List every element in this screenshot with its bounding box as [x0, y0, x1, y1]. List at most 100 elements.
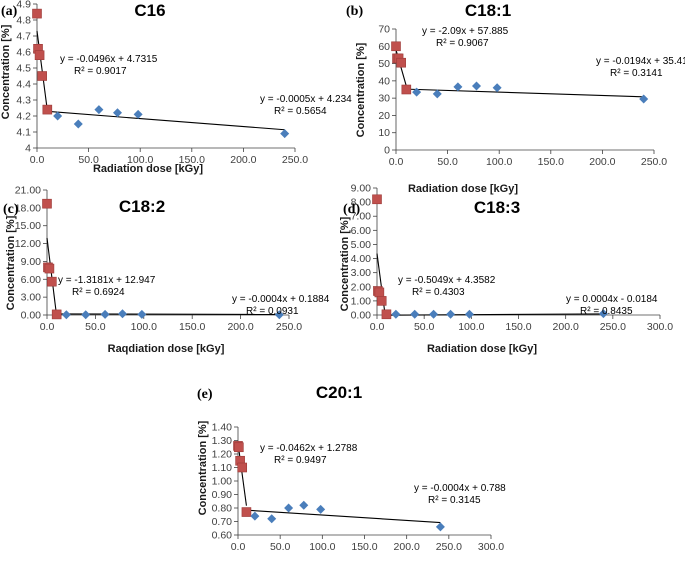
- x-tick-label: 150.0: [351, 541, 377, 553]
- data-point-square: [376, 296, 387, 306]
- trendline-equation: y = -0.0004x + 0.1884: [232, 294, 330, 305]
- y-tick-label: 4.6: [16, 47, 31, 59]
- x-tick-label: 100.0: [486, 156, 512, 168]
- trendline: [36, 30, 48, 111]
- y-tick-label: 1.20: [212, 449, 233, 461]
- data-point-diamond: [391, 309, 401, 319]
- data-point-diamond: [100, 309, 110, 319]
- y-tick-label: 5.00: [351, 239, 372, 251]
- y-tick-label: 2.00: [351, 281, 372, 293]
- chart-panel-1: 4 4.1 4.2 4.3 4.4 4.5 4.6 4.7 4.8 4.9 0.0 50.0 100.0…: [0, 0, 352, 175]
- x-tick-label: 0.0: [30, 154, 45, 166]
- x-tick-label: 250.0: [641, 156, 667, 168]
- data-point-diamond: [299, 500, 309, 510]
- y-tick-label: 4: [25, 143, 31, 155]
- y-tick-label: 70: [378, 24, 390, 36]
- y-tick-label: 3.00: [351, 267, 372, 279]
- y-tick-label: 4.2: [16, 111, 31, 123]
- y-tick-label: 3.00: [21, 292, 42, 304]
- y-tick-label: 9.00: [21, 256, 42, 268]
- chart-panel-4: 0.00 1.00 2.00 3.00 4.00 5.00 6.00 7.00 8.00 9.00…: [339, 183, 673, 356]
- x-tick-label: 0.0: [370, 321, 385, 333]
- data-point-diamond: [432, 89, 442, 99]
- x-tick-label: 200.0: [227, 321, 253, 333]
- chart-panel-2: 0 10 20 30 40 50 60 70 0.0 50.0 100.0 150.0 200.0 250…: [346, 1, 685, 195]
- data-point-square: [381, 309, 392, 320]
- y-axis-label: Concentration [%]: [0, 24, 12, 119]
- data-point-diamond: [453, 82, 463, 92]
- y-tick-label: 6.00: [351, 225, 372, 237]
- trendline-equation: y = -0.0005x + 4.234: [260, 94, 352, 105]
- data-point-diamond: [137, 309, 147, 319]
- data-point-diamond: [81, 310, 91, 320]
- chart-title: C18:3: [474, 198, 520, 217]
- x-axis-label: Radiation dose [kGy]: [408, 183, 518, 195]
- panel-label: (c): [3, 202, 19, 217]
- y-axis-label: Concentration [%]: [339, 216, 351, 311]
- trendline-r2: R² = 0.9067: [436, 38, 489, 49]
- trendline-equation: y = -0.0004x + 0.788: [414, 483, 506, 494]
- data-point-square: [374, 287, 385, 298]
- data-point-diamond: [429, 309, 439, 319]
- data-point-diamond: [446, 309, 456, 319]
- y-tick-label: 15.00: [15, 220, 41, 232]
- data-point-diamond: [435, 522, 445, 532]
- y-tick-label: 10: [378, 127, 390, 139]
- y-axis-label: Concentration [%]: [355, 42, 367, 137]
- trendline-r2: R² = 0.9497: [274, 455, 327, 466]
- y-tick-label: 0: [384, 145, 390, 157]
- x-tick-label: 100.0: [127, 154, 153, 166]
- trendline-r2: R² = 0.3145: [428, 495, 481, 506]
- data-point-diamond: [267, 514, 277, 524]
- x-tick-label: 100.0: [309, 541, 335, 553]
- y-tick-label: 20: [378, 110, 390, 122]
- y-tick-label: 0.00: [351, 310, 372, 322]
- y-tick-label: 4.7: [16, 31, 31, 43]
- trendline: [56, 313, 280, 316]
- data-point-diamond: [598, 309, 608, 319]
- data-point-diamond: [53, 111, 63, 121]
- y-tick-label: 21.00: [15, 185, 41, 197]
- x-tick-label: 250.0: [436, 541, 462, 553]
- y-tick-label: 4.5: [16, 63, 31, 75]
- chart-panel-3: 0.00 3.00 6.00 9.00 12.00 15.00 18.00 21.00 0.0 5…: [3, 185, 330, 356]
- x-tick-label: 100.0: [458, 321, 484, 333]
- y-tick-label: 0.60: [212, 530, 233, 542]
- x-axis-label: Radiation dose [kGy]: [93, 163, 203, 175]
- y-tick-label: 1.00: [212, 476, 233, 488]
- trendline-equation: y = -0.0496x + 4.7315: [60, 54, 158, 65]
- chart-title: C18:2: [119, 197, 165, 216]
- x-tick-label: 0.0: [40, 321, 55, 333]
- y-tick-label: 4.00: [351, 253, 372, 265]
- panel-label: (d): [343, 202, 360, 217]
- x-tick-label: 0.0: [389, 156, 404, 168]
- chart-title: C18:1: [465, 1, 511, 20]
- y-tick-label: 0.80: [212, 503, 233, 515]
- trendline-r2: R² = 0.3141: [610, 68, 663, 79]
- panel-label: (b): [346, 4, 363, 19]
- data-point-diamond: [464, 309, 474, 319]
- trendline: [47, 110, 285, 131]
- data-point-square: [391, 41, 401, 52]
- trendline: [406, 88, 644, 98]
- data-point-diamond: [73, 119, 83, 129]
- x-tick-label: 150.0: [179, 321, 205, 333]
- y-tick-label: 1.00: [351, 295, 372, 307]
- x-tick-label: 150.0: [538, 156, 564, 168]
- y-tick-label: 40: [378, 75, 390, 87]
- y-tick-label: 6.00: [21, 274, 42, 286]
- x-tick-label: 250.0: [600, 321, 626, 333]
- x-tick-label: 200.0: [553, 321, 579, 333]
- trendline-r2: R² = 0.5654: [274, 106, 327, 117]
- x-axis-label: Radiation dose [kGy]: [427, 343, 537, 355]
- x-tick-label: 100.0: [131, 321, 157, 333]
- data-point-diamond: [250, 511, 260, 521]
- y-tick-label: 9.00: [351, 183, 372, 195]
- data-point-square: [372, 194, 382, 205]
- data-point-diamond: [112, 108, 122, 118]
- trendline: [237, 443, 247, 506]
- data-point-square: [241, 507, 252, 517]
- panel-label: (a): [1, 4, 18, 19]
- data-point-square: [42, 198, 52, 209]
